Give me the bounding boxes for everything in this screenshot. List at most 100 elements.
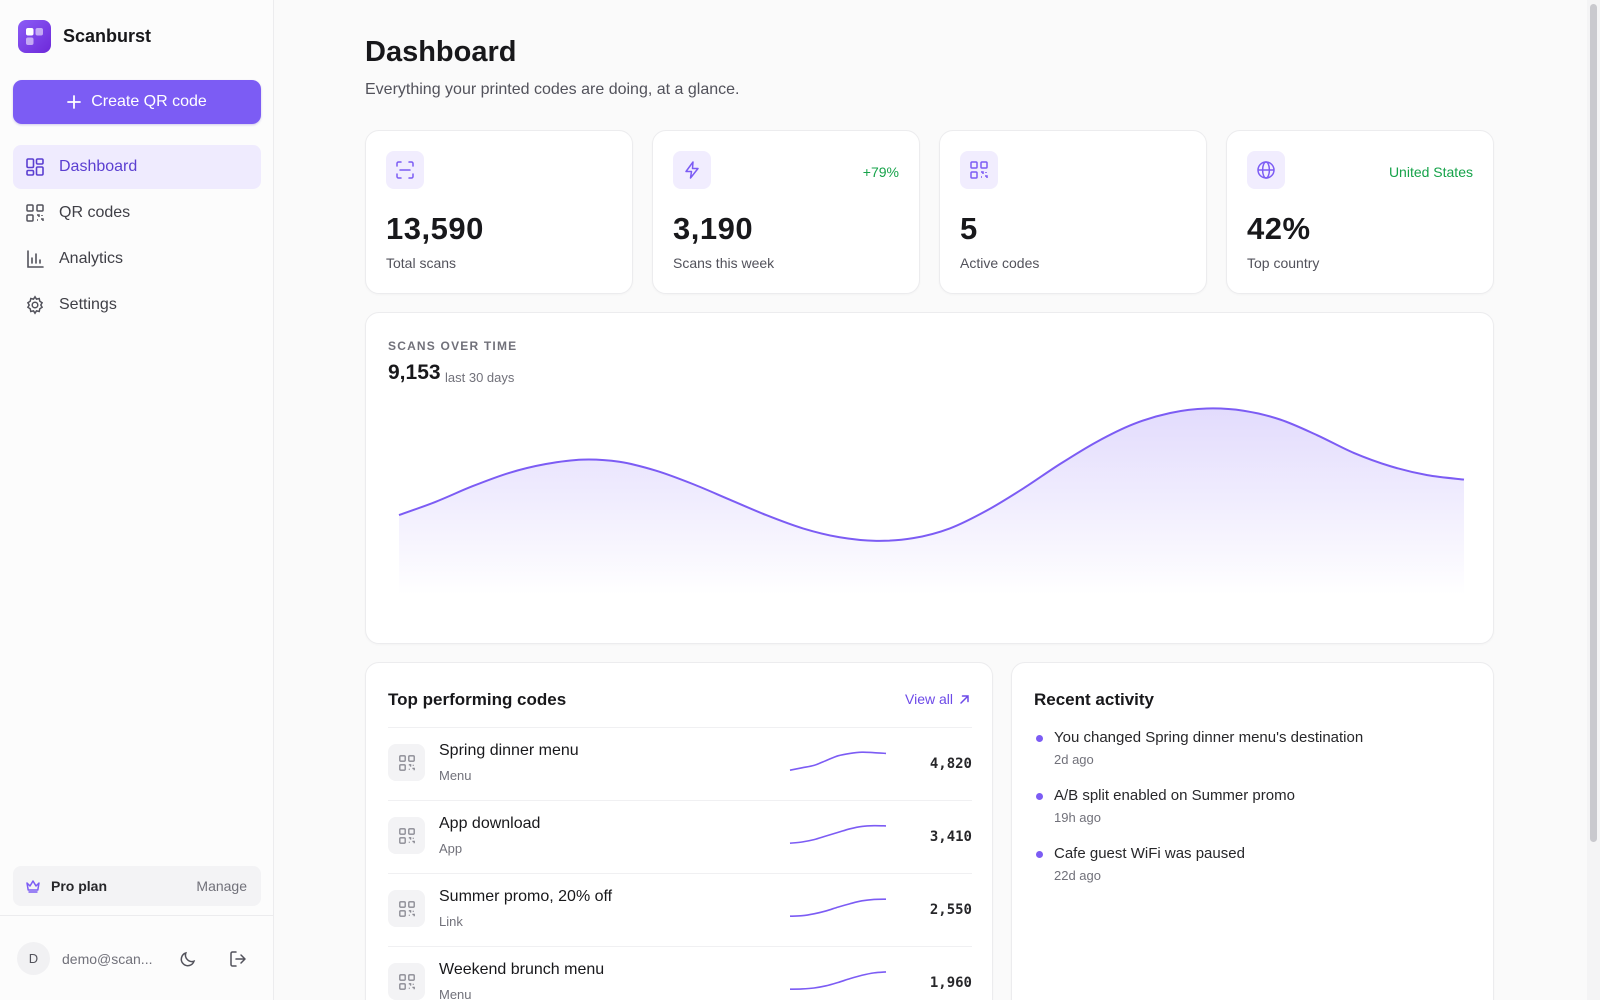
sidebar-item-label: Settings xyxy=(59,296,117,313)
scans-over-time-card: SCANS OVER TIME 9,153 last 30 days xyxy=(365,312,1494,644)
list-item[interactable]: App download App 3,410 xyxy=(388,800,972,873)
stat-badge: United States xyxy=(1388,164,1473,180)
qr-icon xyxy=(388,744,425,781)
user-email: demo@scan... xyxy=(62,950,153,967)
code-name: Spring dinner menu xyxy=(439,742,579,759)
activity-time: 2d ago xyxy=(1054,752,1094,767)
top-codes-title: Top performing codes xyxy=(388,690,567,709)
stat-card-scans-week: +79% 3,190 Scans this week xyxy=(652,130,920,294)
qr-icon xyxy=(388,890,425,927)
code-count: 2,550 xyxy=(929,902,972,918)
sidebar-item-label: Analytics xyxy=(59,250,124,267)
list-item[interactable]: Weekend brunch menu Menu 1,960 xyxy=(388,946,972,1000)
chart-total: 9,153 xyxy=(388,361,441,384)
bar-chart-icon xyxy=(27,250,44,268)
sparkline xyxy=(789,824,887,844)
sparkline-line xyxy=(789,971,887,990)
area-chart xyxy=(398,407,1465,595)
plan-label: Pro plan xyxy=(51,878,108,894)
top-codes-list: Spring dinner menu Menu 4,820 App downlo… xyxy=(388,727,972,1000)
create-qr-button[interactable]: Create QR code xyxy=(13,80,261,124)
recent-activity-card: Recent activity You changed Spring dinne… xyxy=(1011,662,1494,1000)
qr-icon xyxy=(388,963,425,1000)
activity-text: You changed Spring dinner menu's destina… xyxy=(1054,729,1364,746)
sidebar-divider xyxy=(0,915,274,916)
recent-activity-title: Recent activity xyxy=(1034,690,1154,709)
code-type: Menu xyxy=(439,768,472,783)
view-all-label: View all xyxy=(905,691,953,707)
sparkline-line xyxy=(789,824,887,844)
code-count: 1,960 xyxy=(929,975,972,991)
sidebar-item-dashboard[interactable]: Dashboard xyxy=(13,145,261,189)
qr-icon xyxy=(960,151,998,189)
activity-text: Cafe guest WiFi was paused xyxy=(1054,845,1245,862)
activity-time: 22d ago xyxy=(1054,868,1101,883)
sidebar: Scanburst Create QR code Dashboard QR co… xyxy=(0,0,274,1000)
scrollbar-thumb[interactable] xyxy=(1590,4,1597,842)
sidebar-item-settings[interactable]: Settings xyxy=(13,283,261,327)
activity-time: 19h ago xyxy=(1054,810,1101,825)
chart-area-fill xyxy=(399,408,1464,595)
page-scrollbar[interactable] xyxy=(1587,0,1600,1000)
sparkline-line xyxy=(789,751,887,771)
sidebar-nav: Dashboard QR codes Analytics Settings xyxy=(13,145,261,329)
stat-value: 13,590 xyxy=(386,211,484,246)
activity-dot xyxy=(1036,851,1043,858)
top-codes-card: Top performing codes View all Spring din… xyxy=(365,662,993,1000)
code-count: 4,820 xyxy=(929,756,972,772)
list-item[interactable]: Summer promo, 20% off Link 2,550 xyxy=(388,873,972,946)
brand[interactable]: Scanburst xyxy=(18,20,151,53)
stat-value: 5 xyxy=(960,211,978,246)
sidebar-item-analytics[interactable]: Analytics xyxy=(13,237,261,281)
user-bar: D demo@scan... xyxy=(17,942,250,975)
stat-card-top-country: United States 42% Top country xyxy=(1226,130,1494,294)
sidebar-item-qr-codes[interactable]: QR codes xyxy=(13,191,261,235)
qr-icon xyxy=(26,204,44,222)
page-title: Dashboard xyxy=(365,36,517,68)
stat-badge: +79% xyxy=(862,164,899,180)
list-item: A/B split enabled on Summer promo 19h ag… xyxy=(1034,787,1464,845)
stat-label: Total scans xyxy=(386,255,457,271)
avatar[interactable]: D xyxy=(17,942,50,975)
manage-plan-link[interactable]: Manage xyxy=(196,878,247,894)
chart-kicker: SCANS OVER TIME xyxy=(388,339,518,353)
stat-value: 42% xyxy=(1247,211,1311,246)
globe-icon xyxy=(1247,151,1285,189)
activity-text: A/B split enabled on Summer promo xyxy=(1054,787,1295,804)
code-type: Menu xyxy=(439,987,472,1000)
bolt-icon xyxy=(673,151,711,189)
logout-button[interactable] xyxy=(226,947,250,971)
stat-label: Scans this week xyxy=(673,255,775,271)
stat-value: 3,190 xyxy=(673,211,754,246)
plus-icon xyxy=(67,95,82,109)
code-type: Link xyxy=(439,914,463,929)
arrow-up-right-icon xyxy=(960,694,969,704)
theme-toggle-button[interactable] xyxy=(176,947,200,971)
view-all-link[interactable]: View all xyxy=(905,691,970,707)
activity-dot xyxy=(1036,735,1043,742)
code-name: Summer promo, 20% off xyxy=(439,888,613,905)
sparkline-line xyxy=(789,898,887,917)
logout-icon xyxy=(230,950,246,967)
create-qr-label: Create QR code xyxy=(91,93,207,110)
logo-icon xyxy=(18,20,51,53)
gear-icon xyxy=(26,295,44,315)
brand-name: Scanburst xyxy=(63,26,152,46)
list-item[interactable]: Spring dinner menu Menu 4,820 xyxy=(388,727,972,800)
chart-range: last 30 days xyxy=(445,370,515,385)
sparkline xyxy=(789,971,887,990)
code-name: App download xyxy=(439,815,541,832)
moon-icon xyxy=(180,951,196,966)
stat-label: Top country xyxy=(1247,255,1320,271)
stat-card-total-scans: 13,590 Total scans xyxy=(365,130,633,294)
dashboard-icon xyxy=(26,158,44,176)
sidebar-item-label: QR codes xyxy=(59,204,131,221)
crown-icon xyxy=(26,880,40,893)
scan-icon xyxy=(386,151,424,189)
chart-series-line xyxy=(398,407,1465,542)
code-name: Weekend brunch menu xyxy=(439,961,605,978)
sparkline xyxy=(789,898,887,917)
code-type: App xyxy=(439,841,463,856)
stat-label: Active codes xyxy=(960,255,1040,271)
activity-dot xyxy=(1036,793,1043,800)
